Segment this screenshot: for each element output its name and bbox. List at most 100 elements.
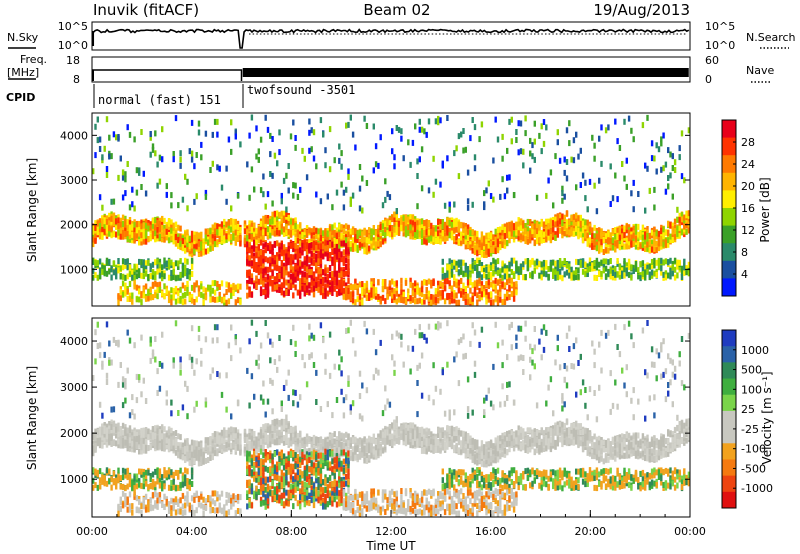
velocity-cell [101, 434, 104, 441]
power-cell [285, 269, 288, 276]
power-cell [170, 294, 173, 301]
power-cell [105, 224, 109, 231]
power-cell [473, 281, 477, 288]
power-cell [243, 241, 247, 248]
power-cell [296, 237, 300, 244]
power-cell [188, 235, 191, 242]
power-cell [517, 230, 520, 237]
power-cell [667, 147, 670, 154]
power-cell [112, 198, 116, 205]
power-cell [623, 175, 626, 182]
power-cell [441, 219, 444, 225]
power-cell [186, 229, 189, 236]
power-cell [370, 278, 373, 285]
power-cell [370, 281, 373, 288]
power-cell [437, 115, 440, 122]
power-cell [531, 257, 534, 264]
power-cell [434, 118, 438, 125]
power-cell [308, 256, 311, 263]
power-cell [186, 258, 189, 265]
power-cell [149, 224, 152, 231]
power-cell [471, 201, 474, 208]
power-cell [515, 222, 518, 229]
power-cell [673, 274, 677, 281]
power-cell [108, 217, 111, 224]
power-cell [324, 276, 327, 283]
power-cell [584, 219, 587, 226]
power-cell [489, 240, 493, 247]
power-cell [621, 233, 624, 240]
power-cell [478, 136, 481, 143]
power-cell [128, 224, 132, 231]
power-cell [568, 219, 571, 226]
power-cell [308, 129, 311, 136]
power-cell [158, 258, 162, 265]
power-cell [460, 291, 463, 298]
power-cell [625, 262, 628, 269]
power-cell [494, 259, 497, 266]
power-cell [579, 214, 582, 221]
power-cell [384, 178, 387, 185]
power-cell [646, 165, 649, 172]
power-cell [128, 264, 132, 271]
power-cell [167, 274, 171, 281]
power-cell [448, 232, 451, 239]
power-cell [170, 287, 173, 294]
power-cell [305, 242, 309, 249]
power-cell [453, 201, 456, 208]
power-cell [540, 219, 543, 226]
power-cell [457, 173, 461, 180]
power-cell [572, 230, 576, 237]
power-cell [443, 226, 447, 233]
power-cell [538, 272, 541, 279]
power-cell [374, 143, 378, 150]
power-cell [172, 230, 175, 237]
power-cell [257, 266, 260, 273]
velocity-cell [98, 434, 102, 441]
power-cell [404, 231, 408, 238]
power-cell [503, 282, 507, 289]
power-cell [455, 220, 458, 227]
power-cell [535, 194, 539, 201]
power-cell [133, 237, 136, 244]
power-cell [683, 264, 686, 271]
power-cell [556, 259, 559, 266]
power-cell [163, 257, 166, 264]
velocity-cell [105, 427, 109, 434]
power-cell [570, 272, 573, 279]
power-cell [154, 292, 157, 299]
power-cell [119, 265, 122, 272]
power-cell [384, 279, 387, 285]
power-cell [568, 272, 571, 279]
power-cell [264, 293, 267, 300]
power-cell [494, 287, 497, 294]
power-cell [156, 219, 159, 226]
power-cell [531, 223, 534, 230]
power-cell [170, 227, 173, 234]
power-cell [135, 273, 139, 280]
power-cell [395, 214, 398, 221]
power-cell [363, 115, 366, 122]
power-cell [255, 275, 258, 282]
power-cell [324, 288, 327, 295]
power-cell [358, 241, 362, 248]
power-cell [285, 289, 288, 295]
power-cell [294, 237, 297, 244]
power-cell [312, 155, 316, 162]
power-cell [515, 229, 518, 236]
power-cell [381, 286, 385, 293]
power-cell [556, 129, 559, 136]
frequency-panel-frame [91, 56, 691, 83]
power-cell [200, 141, 203, 148]
power-cell [161, 156, 164, 163]
power-cell [151, 231, 155, 237]
power-cell [184, 270, 187, 277]
power-cell [535, 238, 539, 245]
power-cell [227, 223, 231, 230]
power-cell [471, 267, 474, 274]
freq-right-tick-bottom: 0 [705, 73, 712, 86]
power-cell [264, 203, 267, 210]
power-cell [345, 237, 348, 244]
power-cell [126, 124, 129, 131]
power-cell [381, 223, 385, 230]
